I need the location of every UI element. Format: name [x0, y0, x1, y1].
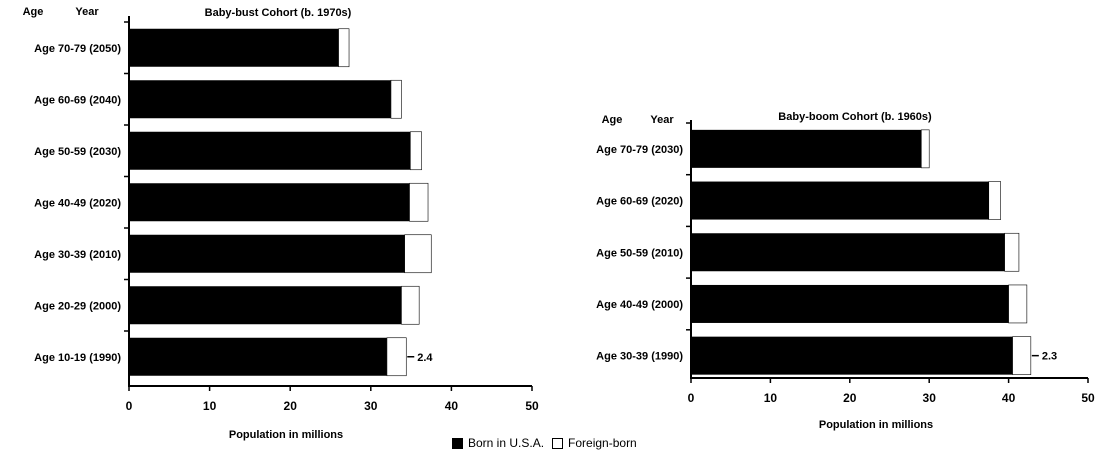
x-tick-label: 50 — [1081, 391, 1095, 405]
bar-foreign-born — [988, 181, 1001, 220]
category-label: Age 40-49 (2020) — [34, 197, 121, 209]
category-label: Age 40-49 (2000) — [596, 299, 683, 311]
bar-born-usa — [129, 234, 405, 273]
age-header: Age — [602, 114, 623, 126]
bar-born-usa — [691, 181, 989, 220]
category-label: Age 30-39 (2010) — [34, 249, 121, 261]
category-label: Age 30-39 (1990) — [596, 351, 683, 363]
x-tick-label: 50 — [525, 399, 539, 413]
x-tick-label: 0 — [126, 399, 133, 413]
x-tick-label: 10 — [203, 399, 217, 413]
bar-born-usa — [129, 131, 411, 170]
chart-2: Baby-boom Cohort (b. 1960s) Age Year 0 10 20 3… — [596, 111, 1095, 431]
bar-foreign-born — [390, 79, 402, 119]
age-header: Age — [23, 6, 44, 18]
x-axis-label: Population in millions — [819, 419, 933, 431]
x-tick-label: 10 — [764, 391, 778, 405]
bar-foreign-born — [409, 182, 429, 222]
x-tick-label: 40 — [1002, 391, 1016, 405]
bar-foreign-born — [386, 337, 407, 377]
category-label: Age 60-69 (2040) — [34, 94, 121, 106]
chart-1: Baby-bust Cohort (b. 1970s) Age Year 0 10 20 3… — [23, 6, 539, 441]
category-label: Age 70-79 (2030) — [596, 144, 683, 156]
x-tick-label: 30 — [364, 399, 378, 413]
chart-title: Baby-boom Cohort (b. 1960s) — [778, 111, 932, 123]
bar-foreign-born — [338, 28, 350, 68]
bar-foreign-born — [920, 129, 930, 169]
category-label: Age 20-29 (2000) — [34, 300, 121, 312]
bar-foreign-born — [1012, 336, 1032, 375]
legend-swatch-foreign-born — [552, 437, 564, 449]
chart-title: Baby-bust Cohort (b. 1970s) — [205, 7, 352, 19]
bar-foreign-born — [1004, 232, 1020, 272]
bar-foreign-born — [404, 234, 432, 274]
x-tick-label: 20 — [284, 399, 298, 413]
bar-foreign-born — [401, 285, 420, 325]
bar-foreign-born — [1008, 284, 1028, 324]
legend-swatch-born-usa — [452, 437, 463, 449]
bar-born-usa — [129, 286, 402, 325]
category-label: Age 50-59 (2010) — [596, 247, 683, 259]
category-label: Age 70-79 (2050) — [34, 43, 121, 55]
legend: Born in U.S.A. Foreign-born — [452, 436, 637, 450]
annotation-label: 2.4 — [417, 352, 433, 364]
category-label: Age 50-59 (2030) — [34, 146, 121, 158]
annotation-label: 2.3 — [1042, 351, 1057, 363]
year-header: Year — [650, 114, 674, 126]
x-axis-label: Population in millions — [229, 429, 343, 441]
bar-born-usa — [691, 233, 1005, 272]
bar-born-usa — [129, 337, 387, 376]
x-tick-label: 30 — [923, 391, 937, 405]
x-tick-label: 0 — [688, 391, 695, 405]
bar-born-usa — [129, 28, 339, 67]
year-header: Year — [75, 6, 99, 18]
bar-born-usa — [691, 284, 1009, 323]
category-label: Age 60-69 (2020) — [596, 196, 683, 208]
legend-label-foreign-born: Foreign-born — [568, 436, 637, 450]
x-tick-label: 40 — [445, 399, 459, 413]
bar-born-usa — [691, 129, 922, 168]
category-label: Age 10-19 (1990) — [34, 352, 121, 364]
legend-label-born-usa: Born in U.S.A. — [468, 436, 545, 450]
bar-foreign-born — [409, 131, 422, 171]
bar-born-usa — [691, 336, 1013, 375]
x-tick-label: 20 — [843, 391, 857, 405]
bar-born-usa — [129, 80, 391, 119]
bar-born-usa — [129, 183, 410, 222]
